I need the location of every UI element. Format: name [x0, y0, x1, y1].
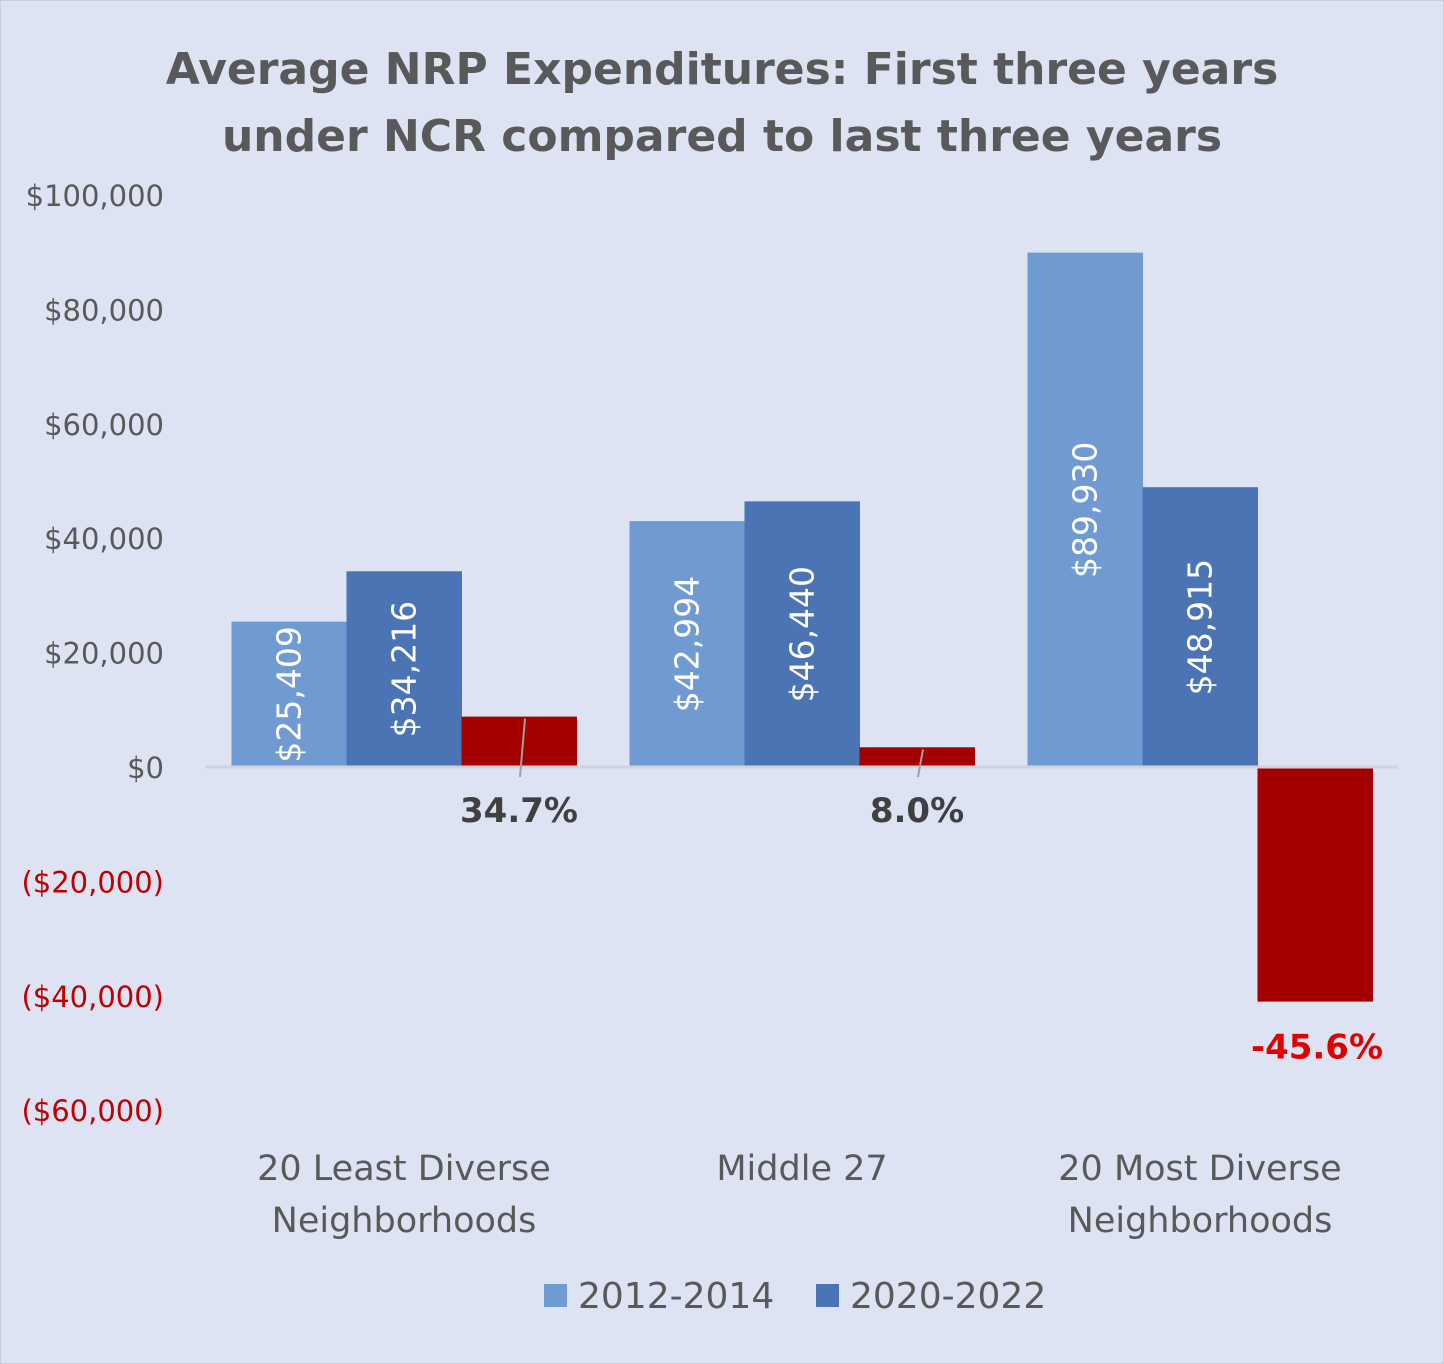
y-tick-label: $0 [127, 751, 164, 785]
percent-label: 34.7% [460, 791, 578, 831]
y-tick-label: $20,000 [44, 637, 164, 671]
category-label: 20 Least Diverse [257, 1149, 551, 1189]
bar-2012-2014 [231, 621, 347, 767]
y-axis: $100,000 $80,000 $60,000 $40,000 $20,000 $0 ($… [21, 179, 164, 1128]
x-axis: 20 Least Diverse Neighborhoods Middle 27 20… [257, 1149, 1342, 1241]
legend-swatch [544, 1284, 567, 1307]
chart-title-line-1: Average NRP Expenditures: First three ye… [166, 44, 1279, 95]
leader-line [519, 718, 526, 778]
y-tick-label: ($20,000) [21, 865, 164, 899]
bar-2020-2022 [1142, 487, 1258, 767]
data-label: $89,930 [1066, 442, 1105, 578]
bar-difference [461, 716, 577, 767]
chart-title-line-2: under NCR compared to last three years [222, 111, 1222, 162]
legend-label: 2020-2022 [850, 1276, 1046, 1317]
y-tick-label: ($60,000) [21, 1094, 164, 1128]
data-label: $25,409 [270, 626, 309, 762]
bar-2012-2014 [629, 521, 745, 767]
category-label: Middle 27 [716, 1149, 887, 1189]
data-label: $42,994 [668, 576, 707, 712]
percent-label: 8.0% [870, 791, 964, 831]
bar-2020-2022 [744, 501, 860, 767]
y-tick-label: $40,000 [44, 522, 164, 556]
category-label: 20 Most Diverse [1058, 1149, 1341, 1189]
percent-label: -45.6% [1251, 1028, 1383, 1068]
y-tick-label: $80,000 [44, 293, 164, 327]
data-label: $46,440 [783, 566, 822, 702]
category-label: Neighborhoods [272, 1201, 537, 1241]
bar-difference [859, 747, 975, 767]
bar-difference [1257, 767, 1373, 1002]
legend-swatch [816, 1284, 839, 1307]
bar-2012-2014 [1027, 252, 1143, 767]
bars [231, 252, 1373, 1002]
legend: 2012-2014 2020-2022 [544, 1276, 1046, 1317]
category-label: Neighborhoods [1068, 1201, 1333, 1241]
legend-label: 2012-2014 [578, 1276, 774, 1317]
y-tick-label: ($40,000) [21, 980, 164, 1014]
y-tick-label: $60,000 [44, 408, 164, 442]
leader-line [917, 749, 924, 778]
bar-2020-2022 [346, 571, 462, 767]
y-tick-label: $100,000 [26, 179, 164, 213]
data-label: $48,915 [1181, 559, 1220, 695]
data-labels: $25,409 $34,216 34.7% $42,994 $46,440 8.0% $89… [270, 442, 1384, 1068]
data-label: $34,216 [385, 601, 424, 737]
